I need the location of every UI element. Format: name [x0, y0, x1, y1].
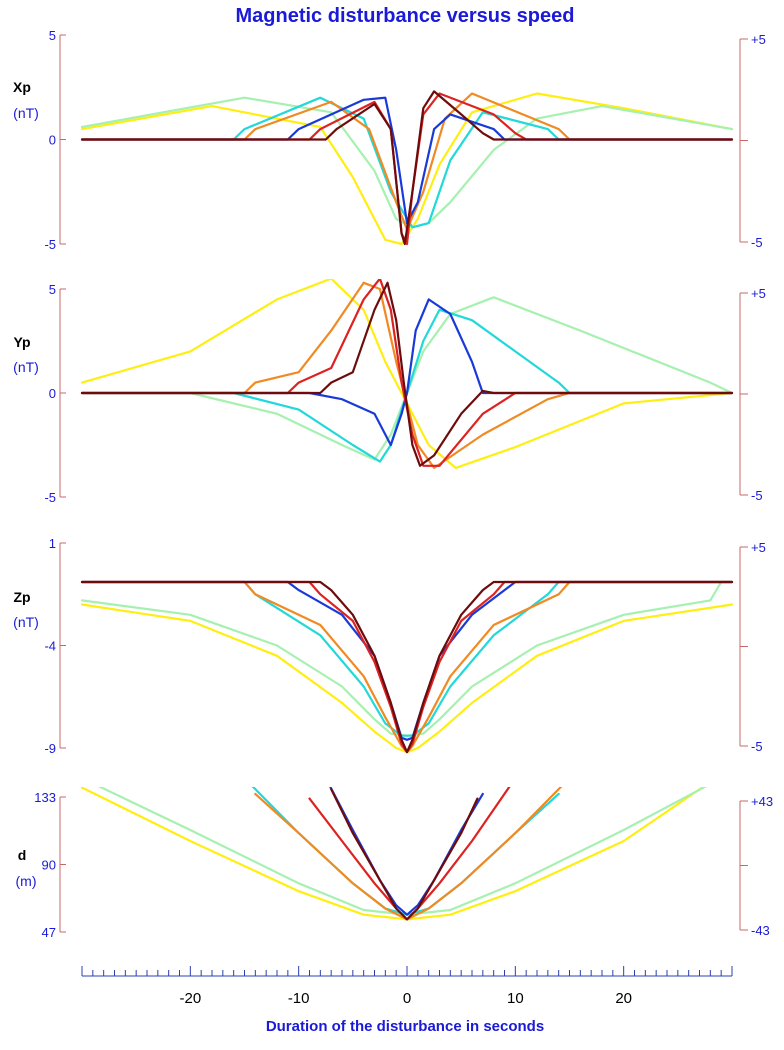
right-tick-label: -5 [751, 488, 763, 503]
panel-yp: 5 0 -5 +5 -5 Yp (nT) [13, 279, 766, 505]
series-line-4 [80, 580, 734, 741]
panel-name-label: d [18, 847, 27, 863]
series-line-6 [80, 580, 734, 754]
series-line-1 [80, 96, 734, 229]
left-tick-label: -9 [44, 741, 56, 756]
series-line-3 [80, 580, 734, 754]
panel-d: 133 90 47 +43 -43 d (m) [16, 787, 773, 940]
right-tick-label: +5 [751, 540, 766, 555]
left-tick-label: 5 [49, 28, 56, 43]
panel-unit-label: (nT) [13, 614, 39, 630]
left-tick-label: 90 [42, 858, 56, 873]
left-tick-label: -4 [44, 639, 56, 654]
right-tick-label: +5 [751, 32, 766, 47]
series-line-1 [80, 296, 734, 461]
series-group [80, 90, 734, 246]
series-line-2 [80, 308, 734, 463]
series-line-6 [330, 788, 479, 921]
series-line-2 [251, 787, 560, 916]
left-tick-label: 5 [49, 282, 56, 297]
panels-layer: 5 0 -5 +5 -5 Xp (nT) 5 0 -5 +5 -5 Yp (nT) 1 -4 -9 +5 -5 Zp (… [13, 28, 773, 940]
panel-name-label: Xp [13, 79, 31, 95]
series-line-0 [80, 92, 734, 246]
chart-title: Magnetic disturbance versus speed [235, 5, 574, 27]
series-line-1 [80, 580, 734, 737]
series-group [80, 787, 707, 921]
panel-name-label: Yp [13, 334, 30, 350]
panel-unit-label: (nT) [13, 359, 39, 375]
series-line-6 [80, 281, 734, 467]
left-tick-label: 0 [49, 386, 56, 401]
series-line-5 [308, 787, 511, 921]
right-tick-label: -5 [751, 235, 763, 250]
series-line-4 [80, 298, 734, 447]
series-line-5 [80, 580, 734, 754]
left-tick-label: -5 [44, 490, 56, 505]
left-tick-label: 0 [49, 133, 56, 148]
x-tick-label: 20 [615, 990, 632, 1007]
series-line-4 [329, 787, 484, 916]
x-axis-title: Duration of the disturbance in seconds [266, 1018, 544, 1035]
series-group [80, 279, 734, 469]
x-tick-label: -10 [288, 990, 310, 1007]
panel-unit-label: (nT) [13, 105, 39, 121]
series-group [80, 580, 734, 754]
panel-name-label: Zp [13, 589, 30, 605]
panel-xp: 5 0 -5 +5 -5 Xp (nT) [13, 28, 766, 252]
series-line-0 [80, 787, 705, 921]
series-line-3 [80, 92, 734, 231]
series-line-6 [80, 90, 734, 246]
series-line-2 [80, 96, 734, 229]
x-tick-label: 10 [507, 990, 524, 1007]
series-line-4 [80, 96, 734, 225]
series-line-0 [80, 279, 734, 469]
left-tick-label: -5 [44, 237, 56, 252]
left-tick-label: 133 [34, 790, 56, 805]
series-line-3 [80, 281, 734, 469]
panel-zp: 1 -4 -9 +5 -5 Zp (nT) [13, 536, 766, 756]
series-line-2 [80, 580, 734, 737]
left-tick-label: 47 [42, 925, 56, 940]
right-tick-label: +43 [751, 794, 773, 809]
x-tick-label: -20 [179, 990, 201, 1007]
x-tick-label: 0 [403, 990, 411, 1007]
series-line-3 [254, 787, 563, 921]
right-tick-label: -43 [751, 923, 770, 938]
right-tick-label: -5 [751, 739, 763, 754]
panel-unit-label: (m) [16, 873, 37, 889]
series-line-1 [97, 787, 707, 916]
x-axis: -20 -10 0 10 20 [81, 966, 733, 1007]
left-tick-label: 1 [49, 536, 56, 551]
series-line-0 [80, 603, 734, 754]
right-tick-label: +5 [751, 286, 766, 301]
series-line-5 [80, 279, 734, 467]
